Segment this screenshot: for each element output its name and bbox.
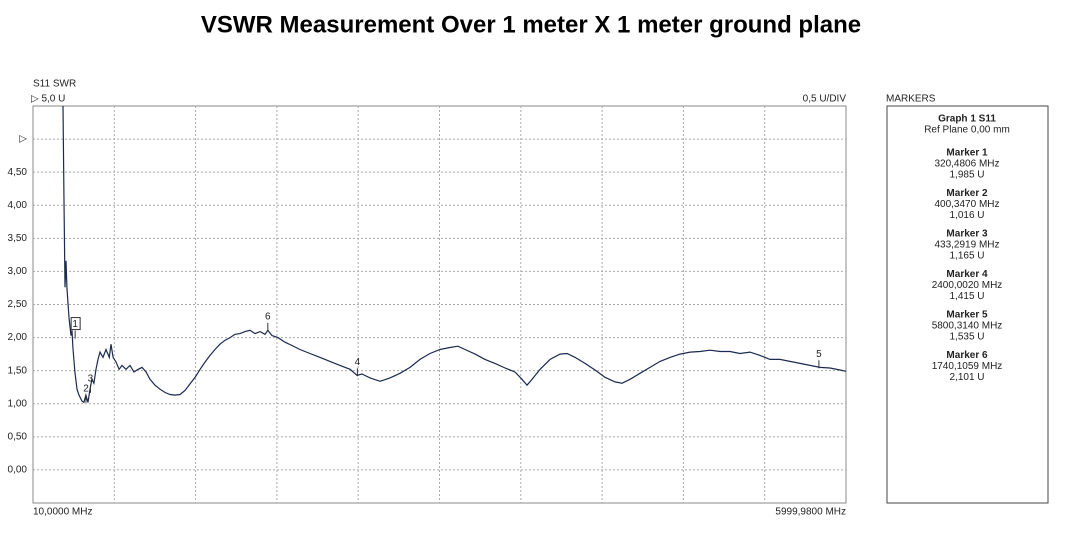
marker-label: 5	[816, 349, 822, 360]
marker-freq: 5800,3140 MHz	[932, 321, 1003, 332]
marker-label: 1	[72, 319, 78, 330]
marker-value: 1,415 U	[949, 291, 984, 302]
marker-value: 1,985 U	[949, 170, 984, 181]
reference-label: ▷ 5,0 U	[31, 94, 65, 105]
markers-graph: Graph 1 S11	[938, 114, 996, 125]
trace-label: S11 SWR	[33, 79, 76, 90]
marker-name: Marker 4	[946, 269, 988, 280]
marker-label: 2	[83, 383, 89, 394]
marker-freq: 1740,1059 MHz	[932, 361, 1003, 372]
y-tick-label: 4,00	[8, 200, 28, 211]
y-tick-label: 3,00	[8, 266, 28, 277]
chart-title: VSWR Measurement Over 1 meter X 1 meter …	[201, 11, 861, 38]
marker-freq: 433,2919 MHz	[934, 240, 999, 251]
marker-label: 3	[88, 373, 94, 384]
marker-value: 1,165 U	[949, 251, 984, 262]
reference-marker: ▷	[19, 134, 27, 145]
marker-freq: 320,4806 MHz	[934, 159, 999, 170]
markers-panel	[886, 105, 1049, 504]
marker-value: 2,101 U	[949, 372, 984, 383]
marker-name: Marker 5	[946, 310, 988, 321]
markers-title: MARKERS	[886, 94, 936, 105]
x-tick-label: 5999,9800 MHz	[775, 507, 846, 518]
y-tick-label: 3,50	[8, 233, 28, 244]
y-tick-label: 1,00	[8, 398, 28, 409]
y-tick-label: 4,50	[8, 167, 28, 178]
y-tick-label: 0,00	[8, 465, 28, 476]
marker-value: 1,016 U	[949, 210, 984, 221]
marker-freq: 400,3470 MHz	[934, 199, 999, 210]
markers-ref-plane: Ref Plane 0,00 mm	[924, 125, 1010, 136]
marker-box	[70, 317, 81, 331]
y-tick-label: 2,00	[8, 332, 28, 343]
marker-freq: 2400,0020 MHz	[932, 280, 1003, 291]
marker-name: Marker 3	[946, 229, 988, 240]
y-tick-label: 0,50	[8, 431, 28, 442]
marker-value: 1,535 U	[949, 332, 984, 343]
marker-name: Marker 2	[946, 188, 988, 199]
y-tick-label: 2,50	[8, 299, 28, 310]
x-tick-label: 10,0000 MHz	[33, 507, 92, 518]
marker-label: 4	[355, 357, 361, 368]
marker-name: Marker 6	[946, 350, 988, 361]
marker-name: Marker 1	[946, 148, 988, 159]
y-tick-label: 1,50	[8, 365, 28, 376]
marker-label: 6	[265, 312, 271, 323]
scale-label: 0,5 U/DIV	[803, 94, 847, 105]
vswr-line	[62, 105, 847, 404]
